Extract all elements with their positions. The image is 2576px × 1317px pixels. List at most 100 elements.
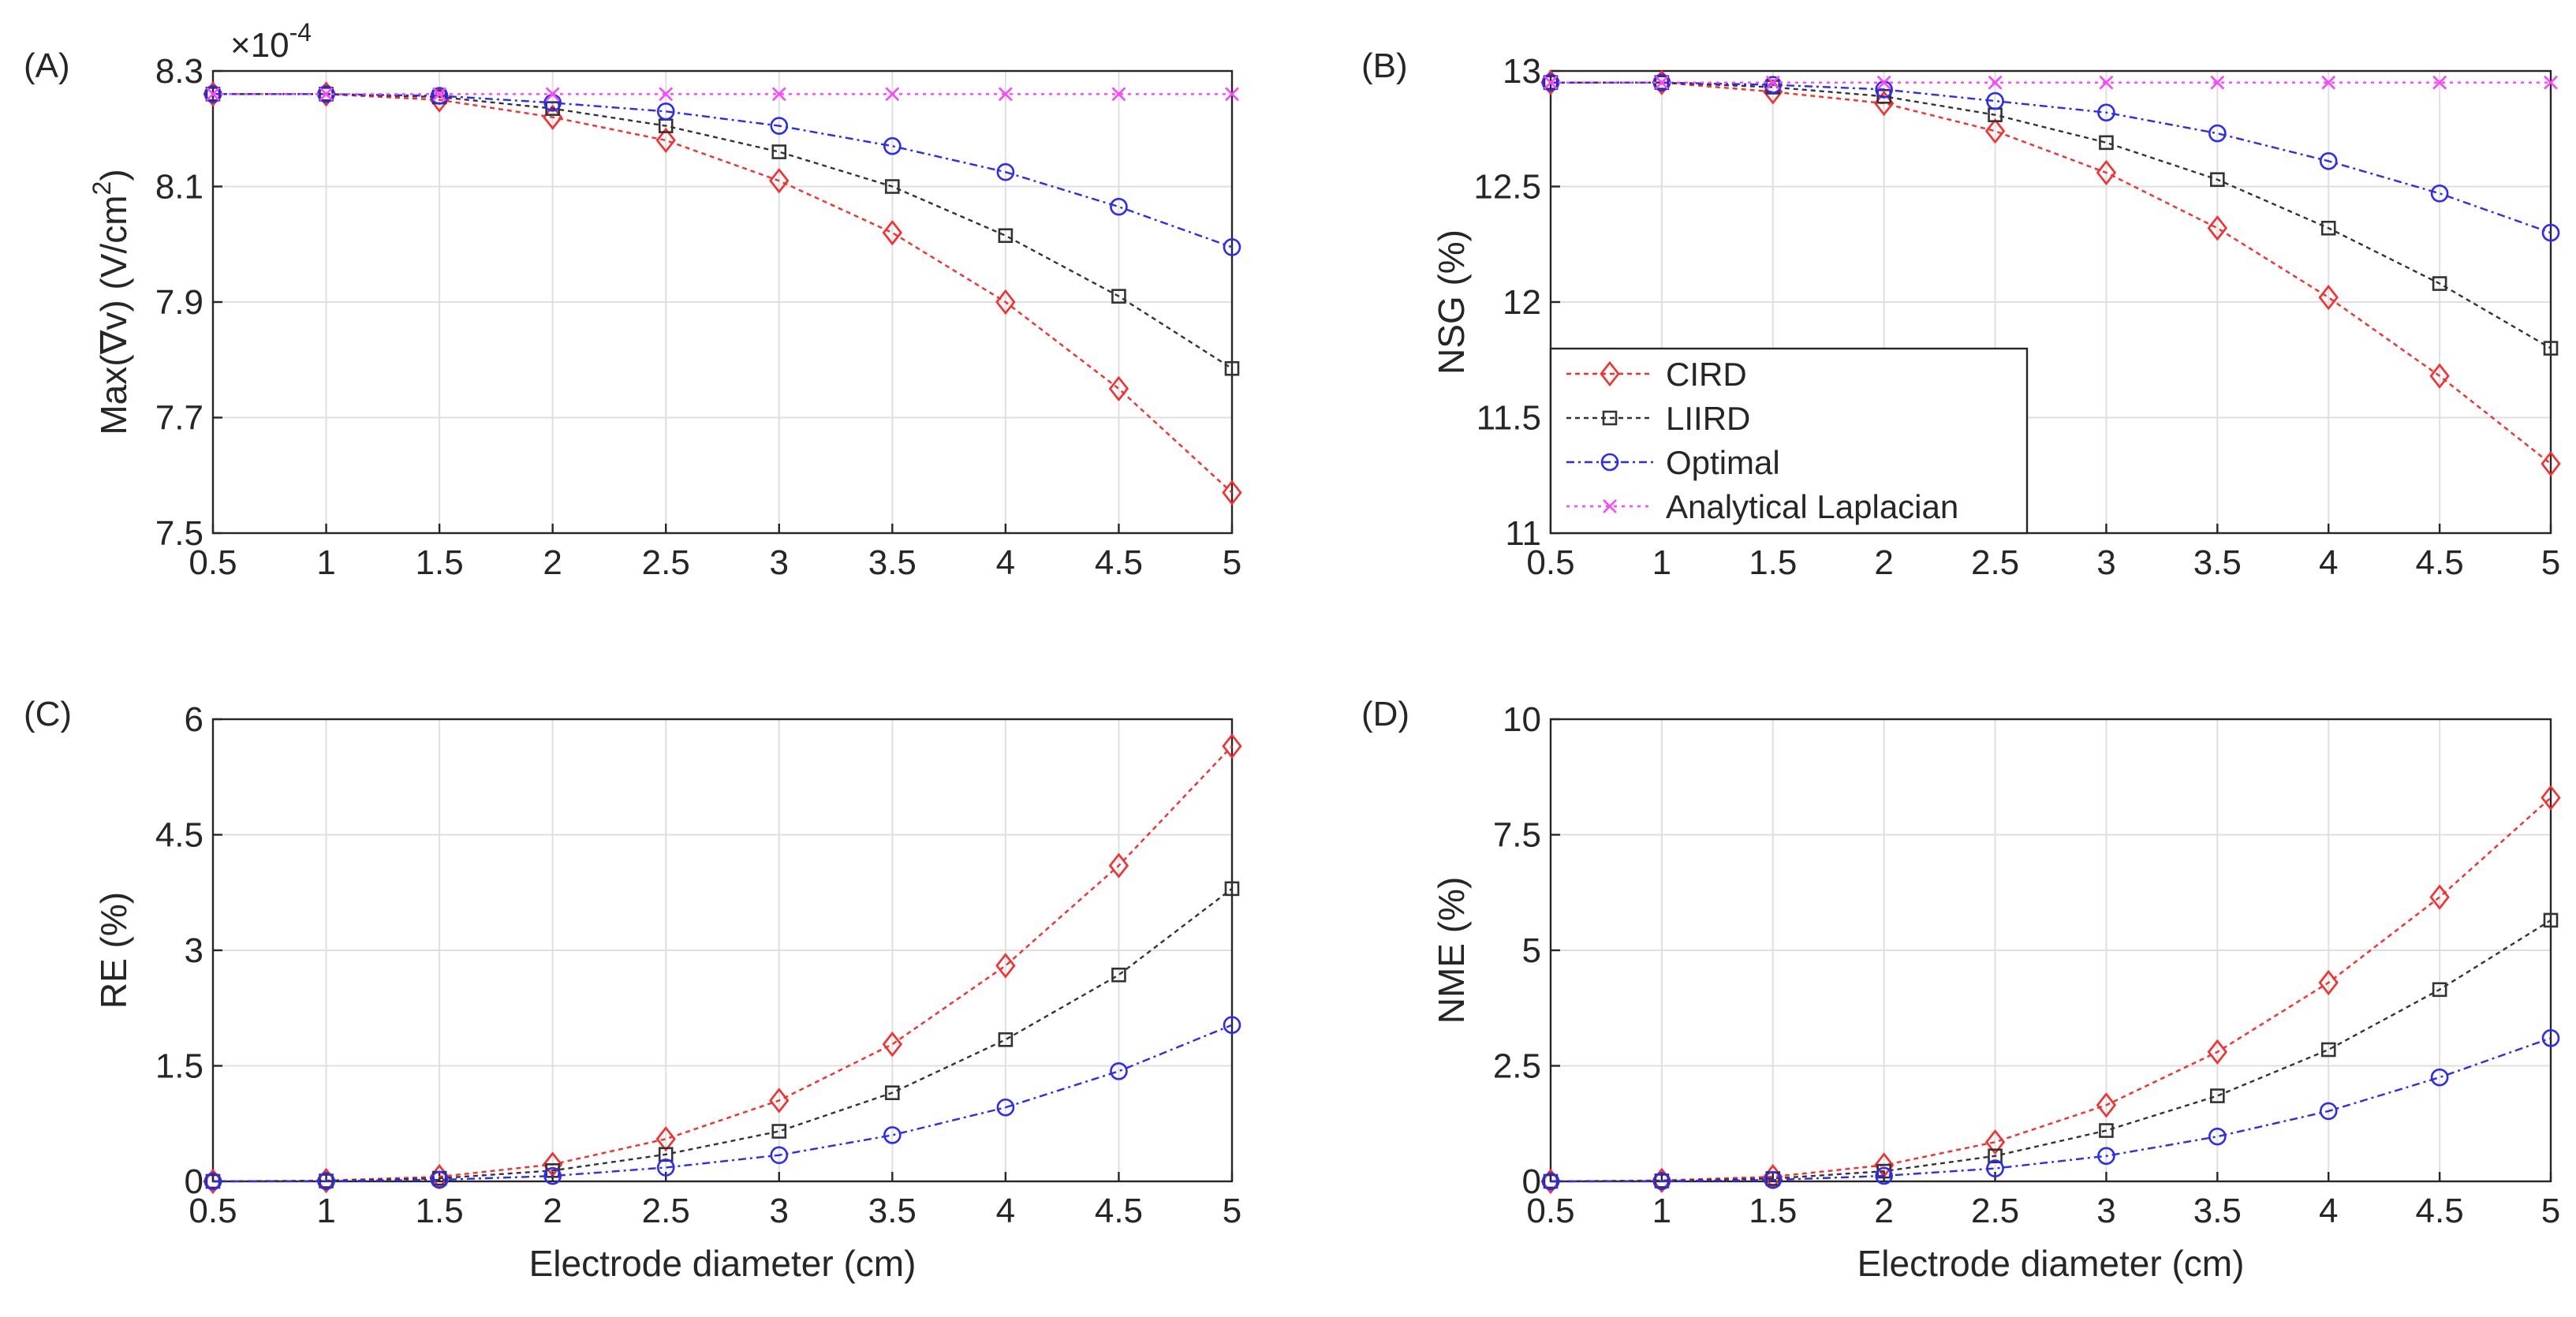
panel-d-y-tick-label: 0 [1522, 1162, 1541, 1201]
panel-c-x-tick-label: 0.5 [189, 1192, 237, 1230]
panel-b-series-analytical-laplacian [1544, 75, 2558, 90]
panel-b-x-tick-label: 1 [1652, 543, 1671, 582]
panel-c-x-axis-label: Electrode diameter (cm) [529, 1243, 917, 1284]
panel-d-y-tick-label: 10 [1503, 700, 1541, 739]
panel-a-series-analytical-laplacian-point [1111, 87, 1126, 102]
panel-a-series-analytical-laplacian-point [1225, 87, 1239, 102]
panel-a-series-analytical-laplacian-point [432, 87, 447, 102]
panel-a-y-tick-label: 7.7 [155, 399, 203, 438]
panel-c-series-cird-point [882, 1032, 902, 1058]
legend-entry-cird: CIRD [1566, 356, 1747, 393]
panel-b-x-tick-label: 3.5 [2193, 543, 2242, 582]
panel-c-series-liird-point [1224, 881, 1240, 897]
panel-a-y-axis-label: Max(∇v) (V/cm2) [88, 169, 134, 435]
panel-b-series-cird-line [1551, 81, 2552, 465]
panel-b-series-analytical-laplacian-point [2544, 75, 2558, 90]
panel-b-series-optimal-point [2097, 103, 2115, 122]
panel-a-series-liird-line [213, 93, 1233, 370]
panel-b-series-optimal-point [1764, 76, 1783, 94]
panel-a-series-liird-point [771, 144, 787, 159]
panel-c-series-cird-point [995, 953, 1016, 979]
panel-c-series-optimal-point [430, 1170, 449, 1189]
panel-c-series-optimal [203, 1016, 1241, 1191]
panel-d-series-liird-point [2210, 1088, 2225, 1103]
panel-c-series-liird-point [885, 1085, 900, 1100]
panel-d-series-liird-point [2320, 1042, 2336, 1058]
panel-b-series-optimal-point [2430, 184, 2449, 203]
panel-d-y-tick-label: 5 [1522, 931, 1541, 970]
panel-d-series-optimal-point [1541, 1172, 1560, 1191]
panel-b-series-optimal-point [2319, 151, 2338, 170]
panel-a-x-tick-label: 4.5 [1095, 543, 1143, 582]
legend-label-optimal: Optimal [1666, 444, 1780, 481]
panel-d-label: (D) [1361, 695, 1409, 733]
panel-b-series-liird-point [2320, 220, 2336, 236]
panel-c-series-optimal-point [883, 1126, 902, 1144]
panel-a-series-optimal-point [1110, 197, 1128, 216]
panel-a-y-tick-label: 7.5 [155, 514, 203, 553]
panel-a-series-cird-point [1222, 479, 1242, 506]
panel-c-x-tick-label: 3 [770, 1192, 789, 1230]
legend-entry-liird: LIIRD [1566, 400, 1750, 437]
panel-d-y-axis-label: NME (%) [1431, 877, 1472, 1024]
panel-a-y-tick-label: 8.1 [155, 168, 203, 207]
panel-b-series-liird-point [2543, 341, 2559, 356]
panel-a-series-analytical-laplacian [206, 87, 1239, 102]
panel-c-series-cird-line [212, 745, 1233, 1183]
panel-d-x-tick-label: 3 [2096, 1192, 2115, 1230]
panel-d-x-tick-label: 2.5 [1971, 1192, 2019, 1230]
panel-d-series-optimal-point [2097, 1147, 2115, 1166]
panel-c-series-cird-point [769, 1088, 790, 1114]
panel-d-series-optimal-point [1875, 1166, 1893, 1185]
panel-c-y-tick-label: 0 [185, 1162, 203, 1201]
panel-b-y-tick-label: 11 [1505, 514, 1541, 553]
panel-a-series-optimal-point [656, 102, 675, 121]
panel-a-series-analytical-laplacian-point [771, 87, 786, 102]
panel-c-series-optimal-point [317, 1172, 335, 1191]
panel-c-y-tick-label: 3 [185, 931, 203, 970]
panel-b-series-liird-point [2210, 172, 2225, 188]
panel-b-series-liird-point [2432, 276, 2447, 291]
panel-d-x-tick-label: 1 [1652, 1192, 1671, 1230]
legend-marker-analytical-laplacian [1603, 499, 1617, 513]
panel-a-series-optimal-point [883, 136, 902, 155]
panel-a-series-cird-point [995, 289, 1016, 315]
panel-c-series-liird-point [771, 1124, 787, 1139]
panel-a-x-tick-label: 3 [770, 543, 789, 582]
panel-c-series-liird-point [1111, 967, 1126, 983]
panel-a-series-liird-point [1224, 360, 1240, 376]
legend-marker-cird [1600, 360, 1620, 387]
panel-d-series-optimal-point [2541, 1029, 2560, 1047]
panel-a: 0.5 1 1.5 2 2.5 3 3.5 4 4.5 5 7.5 7.7 7.9 8.1 8.3 (A) Ma… [24, 18, 1242, 582]
panel-b-series-analytical-laplacian-point [1544, 75, 1558, 90]
panel-d-series-cird [1540, 785, 2561, 1195]
panel-d-x-tick-label: 5 [2541, 1192, 2560, 1230]
panel-b-series-optimal-point [2541, 223, 2560, 242]
panel-b-series-analytical-laplacian-point [2210, 75, 2225, 90]
panel-d-x-tick-label: 0.5 [1526, 1192, 1574, 1230]
panel-b-series-cird-point [2318, 285, 2339, 311]
panel-b-y-tick-label: 11.5 [1477, 399, 1541, 438]
panel-b-series-cird-point [2207, 215, 2227, 241]
panel-c-y-tick-label: 4.5 [155, 816, 203, 855]
legend-label-cird: CIRD [1666, 356, 1747, 393]
panel-c-series-optimal-point [996, 1098, 1015, 1117]
panel-a-x-tick-label: 4 [996, 543, 1015, 582]
panel-b-y-axis-label: NSG (%) [1431, 229, 1472, 375]
panels: 0.5 1 1.5 2 2.5 3 3.5 4 4.5 57.57.77.98.18.3(A)Ma… [24, 18, 2561, 1284]
panel-b-series-cird-point [2429, 363, 2450, 389]
panel-c-series-liird-point [319, 1173, 334, 1188]
panel-d-x-tick-label: 4 [2319, 1192, 2338, 1230]
panel-c-series-liird-point [998, 1032, 1014, 1047]
panel-d-x-axis-label: Electrode diameter (cm) [1857, 1243, 2245, 1284]
panel-a-x-tick-label: 1 [316, 543, 335, 582]
panel-a-series-analytical-laplacian-point [998, 87, 1013, 102]
panel-a-series-liird-point [885, 179, 900, 194]
panel-a-series-cird-point [882, 219, 902, 246]
panel-b-series-analytical-laplacian-point [1988, 75, 2003, 90]
panel-d-series-cird-point [1984, 1129, 2006, 1155]
panel-a-series-liird-point [998, 228, 1014, 244]
panel-b-series-analytical-laplacian-point [1654, 75, 1669, 90]
panel-b: 0.5 1 1.5 2 2.5 3 3.5 4 4.5 51111.51212.513(B)NSG… [1361, 47, 2561, 582]
panel-b-y-tick-label: 12.5 [1473, 168, 1541, 207]
